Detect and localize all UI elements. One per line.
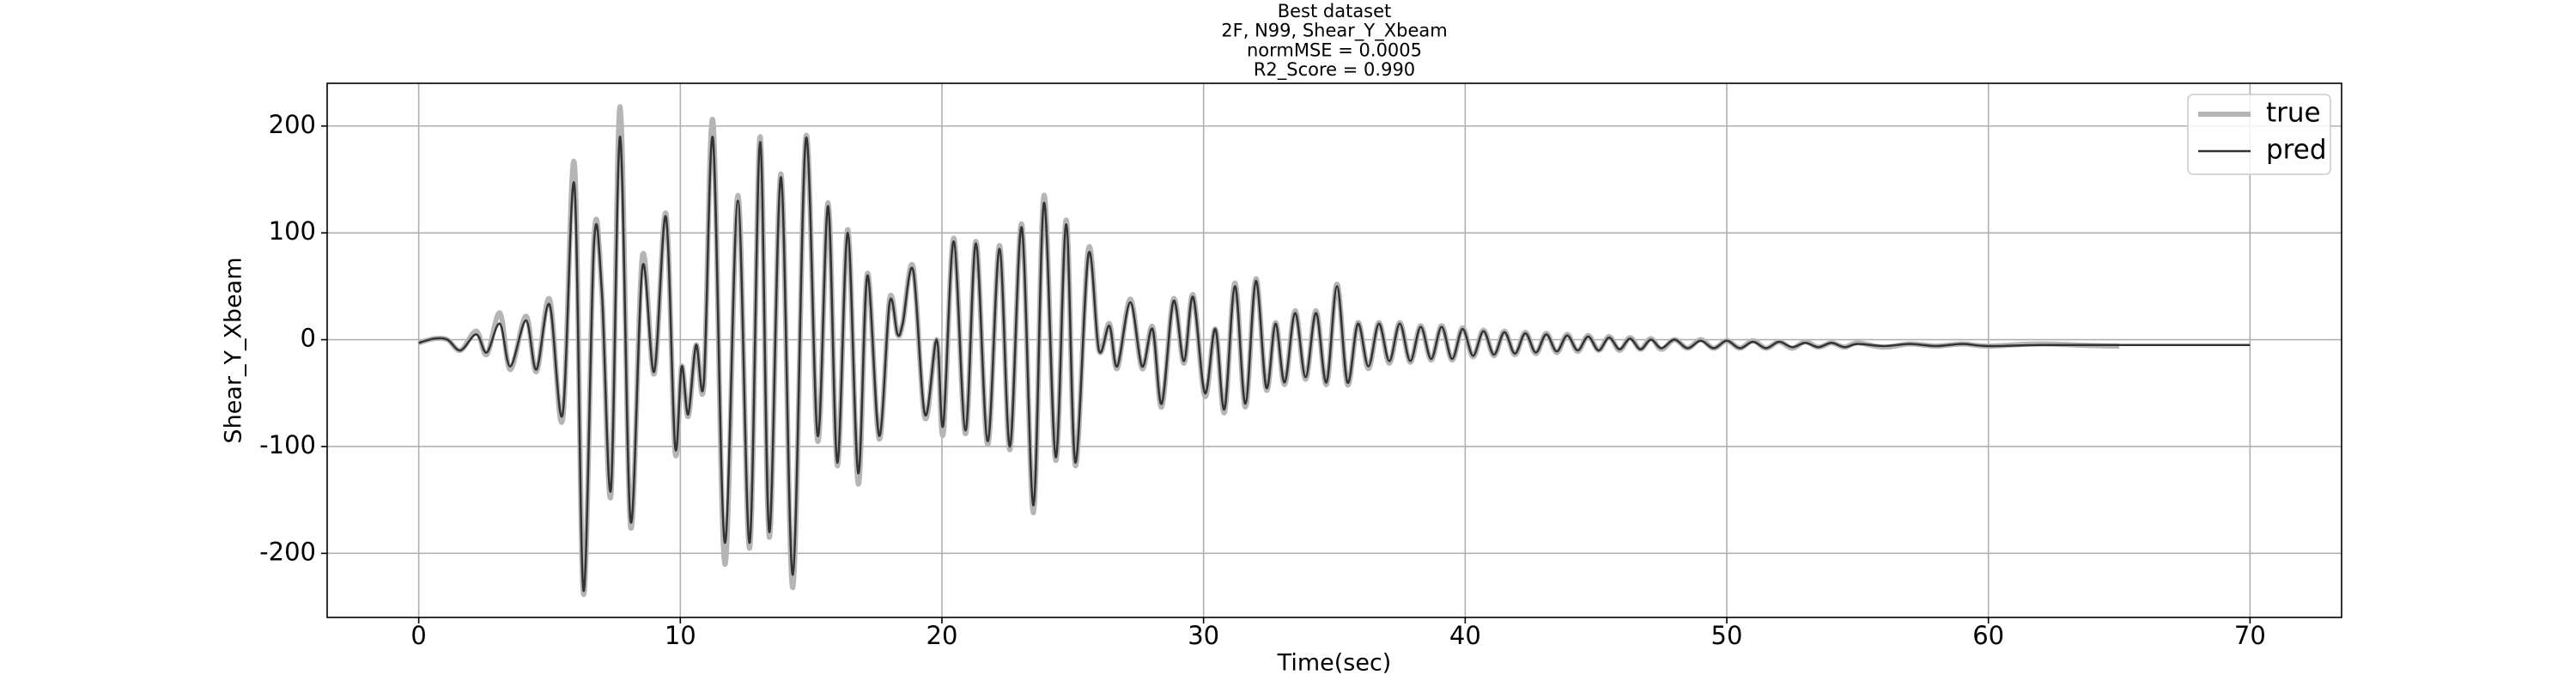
legend-label: true [2266, 98, 2321, 129]
x-axis-label: Time(sec) [1277, 650, 1392, 677]
x-tick-label: 60 [1972, 621, 2004, 650]
line-series [418, 135, 2251, 593]
x-tick-label: 40 [1449, 621, 1481, 650]
legend: true pred [2187, 94, 2331, 175]
x-tick-label: 0 [410, 621, 426, 650]
x-tick-label: 10 [665, 621, 696, 650]
x-tick-label: 70 [2234, 621, 2266, 650]
x-tick-label: 20 [927, 621, 958, 650]
y-tick-label: -100 [259, 430, 316, 459]
x-tick-label: 30 [1188, 621, 1219, 650]
y-tick-label: 200 [269, 110, 316, 139]
y-tick-label: 0 [301, 324, 316, 353]
plot-frame [326, 82, 2342, 618]
chart-title: Best dataset [1278, 1, 1392, 21]
chart-title: 2F, N99, Shear_Y_Xbeam [1221, 21, 1447, 42]
legend-label: pred [2266, 135, 2327, 166]
line-series [417, 104, 2120, 597]
chart-title: R2_Score = 0.990 [1254, 59, 1415, 81]
y-axis-label: Shear_Y_Xbeam [221, 257, 247, 443]
y-tick-label: -200 [259, 537, 316, 566]
x-tick-label: 50 [1711, 621, 1743, 650]
y-tick-label: 100 [269, 216, 316, 246]
chart-title: normMSE = 0.0005 [1247, 40, 1422, 60]
